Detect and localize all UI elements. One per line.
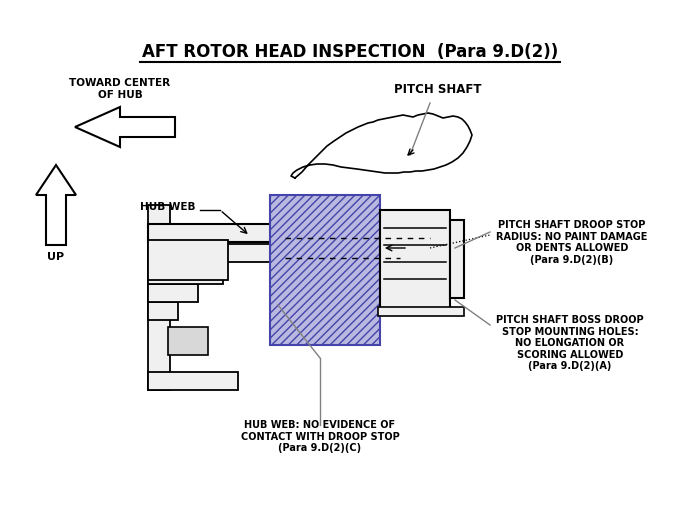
Text: HUB WEB: HUB WEB [141, 202, 196, 212]
Bar [148, 240, 228, 280]
Text: TOWARD CENTER
OF HUB: TOWARD CENTER OF HUB [69, 78, 171, 100]
Bar [270, 195, 380, 345]
Bar [148, 266, 223, 284]
Bar [450, 220, 464, 298]
Polygon shape [75, 107, 175, 147]
Text: UP: UP [48, 252, 64, 262]
Bar [168, 327, 208, 355]
Bar [148, 302, 178, 320]
Bar [148, 224, 333, 242]
Bar [148, 372, 238, 390]
Text: PITCH SHAFT DROOP STOP
RADIUS: NO PAINT DAMAGE
OR DENTS ALLOWED
(Para 9.D(2)(B): PITCH SHAFT DROOP STOP RADIUS: NO PAINT … [496, 220, 648, 265]
Polygon shape [36, 165, 76, 245]
Text: PITCH SHAFT BOSS DROOP
STOP MOUNTING HOLES:
NO ELONGATION OR
SCORING ALLOWED
(Pa: PITCH SHAFT BOSS DROOP STOP MOUNTING HOL… [496, 315, 643, 371]
Bar [148, 205, 170, 390]
Text: AFT ROTOR HEAD INSPECTION  (Para 9.D(2)): AFT ROTOR HEAD INSPECTION (Para 9.D(2)) [142, 43, 558, 61]
Bar [380, 210, 450, 310]
Bar [378, 307, 464, 316]
Bar [148, 284, 198, 302]
Bar [148, 244, 333, 262]
Text: PITCH SHAFT: PITCH SHAFT [394, 83, 482, 96]
Text: HUB WEB: NO EVIDENCE OF
CONTACT WITH DROOP STOP
(Para 9.D(2)(C): HUB WEB: NO EVIDENCE OF CONTACT WITH DRO… [241, 420, 400, 453]
